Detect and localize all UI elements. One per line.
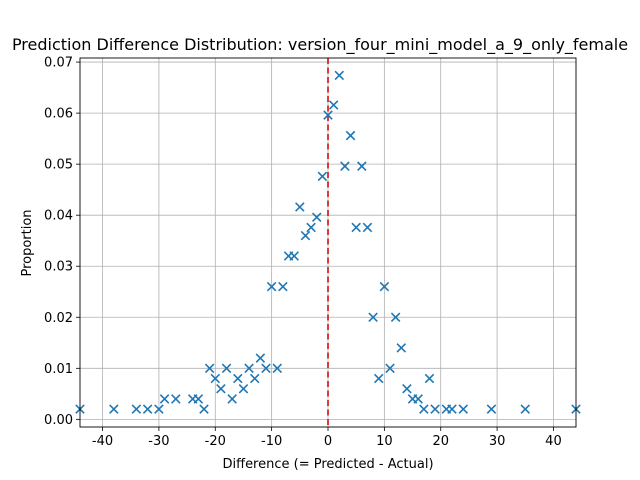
data-point <box>171 394 181 404</box>
data-point <box>193 394 204 404</box>
data-point <box>227 394 237 404</box>
data-point <box>289 251 299 261</box>
y-tick-label: 0.00 <box>44 413 73 428</box>
data-point <box>402 383 412 394</box>
x-axis-title: Difference (= Predicted - Actual) <box>222 457 433 472</box>
y-tick-label: 0.02 <box>44 311 73 326</box>
data-point <box>357 161 367 171</box>
data-points <box>75 70 581 414</box>
y-tick-label: 0.06 <box>44 107 73 122</box>
data-point <box>458 404 469 414</box>
x-tick-label: -40 <box>92 434 113 449</box>
y-axis-ticks: 0.00 0.01 0.02 0.03 0.04 0.05 0.06 0.07 <box>44 56 80 428</box>
data-point <box>300 230 311 241</box>
data-point <box>368 312 378 323</box>
data-point <box>306 222 316 233</box>
data-point <box>486 404 497 414</box>
data-point <box>385 363 395 374</box>
data-point <box>447 404 457 414</box>
data-point <box>142 404 153 414</box>
x-tick-label: 30 <box>489 434 506 449</box>
data-point <box>261 363 271 374</box>
data-point <box>413 394 423 404</box>
y-tick-label: 0.03 <box>44 260 73 275</box>
data-point <box>340 161 350 171</box>
data-point <box>390 312 401 323</box>
data-point <box>396 343 407 353</box>
x-axis-ticks: -40 -30 -20 -10 0 10 20 30 40 <box>92 427 562 449</box>
data-point <box>204 363 215 374</box>
data-point <box>233 373 243 384</box>
chart-title: Prediction Difference Distribution: vers… <box>12 35 628 55</box>
data-point <box>379 281 390 292</box>
data-point <box>109 404 119 414</box>
data-point <box>278 281 288 292</box>
y-axis-title: Proportion <box>20 209 35 276</box>
data-point <box>323 110 333 120</box>
x-tick-label: 40 <box>545 434 562 449</box>
x-tick-label: -30 <box>148 434 169 449</box>
y-tick-label: 0.07 <box>44 56 73 71</box>
data-point <box>295 202 305 212</box>
data-point <box>255 353 266 363</box>
x-tick-label: 20 <box>432 434 449 449</box>
data-point <box>419 404 429 414</box>
y-tick-label: 0.04 <box>44 209 73 224</box>
y-tick-label: 0.01 <box>44 362 73 377</box>
data-point <box>131 404 142 414</box>
data-point <box>317 171 328 182</box>
x-tick-label: 0 <box>324 434 332 449</box>
data-point <box>328 100 339 110</box>
data-point <box>216 383 226 394</box>
data-point <box>266 281 277 292</box>
data-point <box>424 373 435 384</box>
data-point <box>272 363 283 374</box>
y-tick-label: 0.05 <box>44 158 73 173</box>
data-point <box>159 394 170 404</box>
data-point <box>199 404 209 414</box>
x-tick-label: -20 <box>205 434 226 449</box>
data-point <box>520 404 531 414</box>
data-point <box>345 130 356 141</box>
data-point <box>221 363 232 374</box>
data-point <box>238 383 249 394</box>
data-point <box>430 404 440 414</box>
x-tick-label: 10 <box>376 434 393 449</box>
data-point <box>362 222 373 233</box>
data-point <box>334 70 345 81</box>
data-point <box>311 212 322 223</box>
data-point <box>154 404 164 414</box>
data-point <box>373 373 384 384</box>
data-point <box>351 222 361 233</box>
x-tick-label: -10 <box>261 434 282 449</box>
data-point <box>210 373 221 384</box>
data-point <box>244 363 254 374</box>
data-point <box>249 373 260 384</box>
